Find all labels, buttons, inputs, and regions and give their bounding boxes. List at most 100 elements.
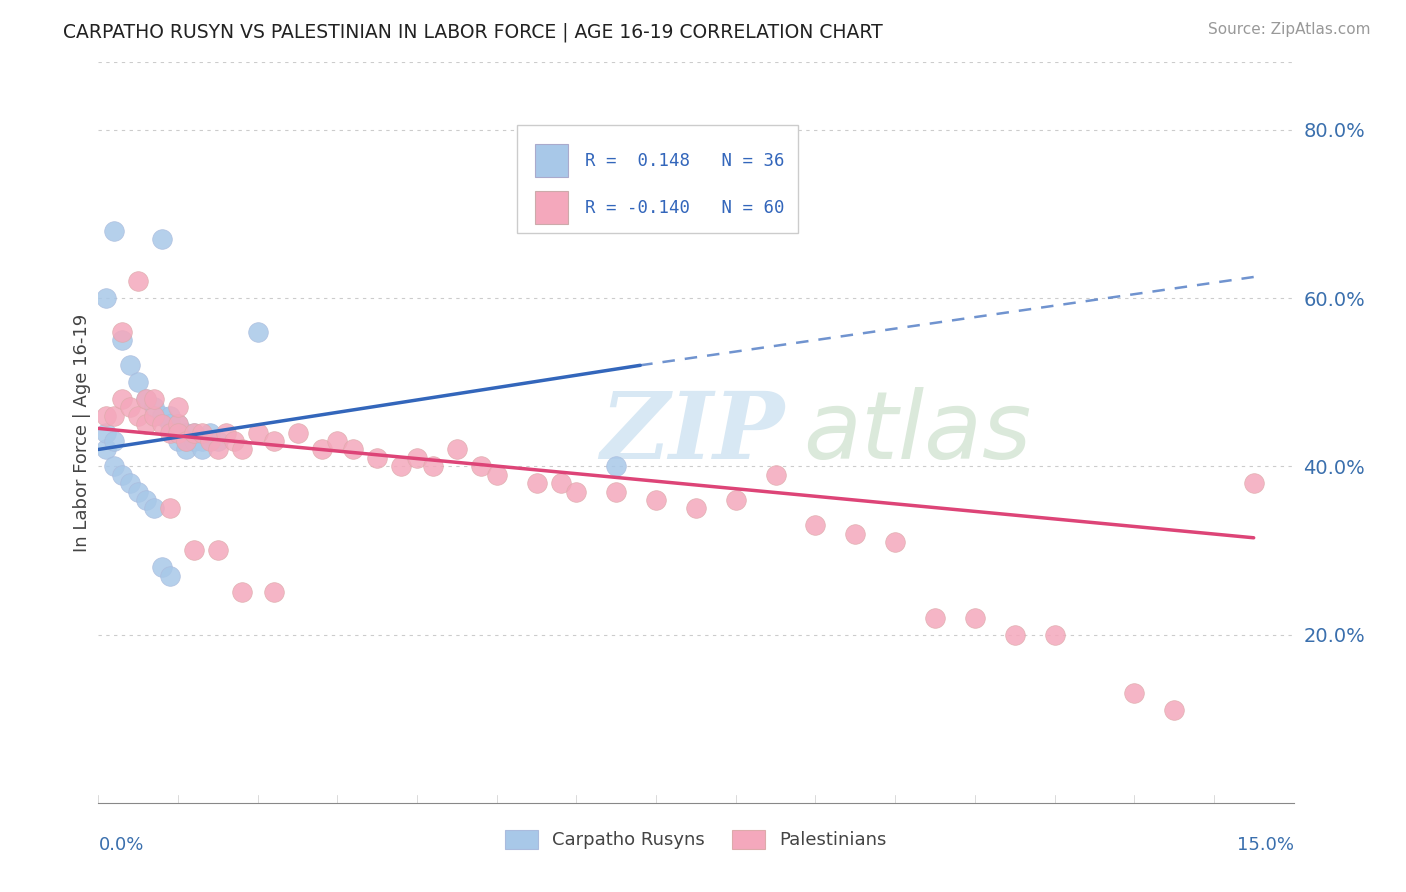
Point (326, 434, 349, 448)
Point (174, 442, 197, 457)
Text: ZIP: ZIP (600, 388, 785, 477)
Point (103, 434, 125, 448)
Point (724, 492, 747, 507)
Point (485, 467, 508, 482)
Point (159, 501, 181, 516)
Point (263, 434, 285, 448)
Point (111, 333, 134, 347)
Point (645, 492, 668, 507)
Point (135, 392, 157, 406)
Point (605, 459, 627, 474)
Point (605, 484, 627, 499)
Point (96, 442, 118, 457)
Text: CARPATHO RUSYN VS PALESTINIAN IN LABOR FORCE | AGE 16-19 CORRELATION CHART: CARPATHO RUSYN VS PALESTINIAN IN LABOR F… (63, 22, 883, 42)
Point (191, 442, 214, 457)
Point (406, 450, 429, 465)
Point (174, 434, 197, 448)
Legend: Carpatho Rusyns, Palestinians: Carpatho Rusyns, Palestinians (498, 823, 894, 856)
Point (111, 467, 134, 482)
Point (1243, 476, 1265, 491)
FancyBboxPatch shape (534, 145, 568, 178)
Point (183, 543, 205, 558)
Point (103, 459, 125, 474)
Point (111, 325, 134, 339)
Point (550, 476, 572, 491)
Point (111, 392, 134, 406)
Point (231, 442, 253, 457)
Point (884, 535, 907, 549)
Point (263, 585, 285, 599)
Point (366, 450, 388, 465)
Point (215, 425, 238, 440)
Point (342, 442, 364, 457)
Point (167, 401, 190, 415)
Point (207, 434, 229, 448)
Point (120, 401, 142, 415)
Point (135, 392, 157, 406)
Point (127, 484, 149, 499)
Point (150, 409, 173, 423)
Point (198, 434, 221, 448)
Point (150, 232, 173, 246)
Point (127, 375, 149, 389)
Point (191, 434, 214, 448)
Point (174, 425, 197, 440)
Point (183, 425, 205, 440)
Point (246, 325, 269, 339)
Text: R =  0.148   N = 36: R = 0.148 N = 36 (585, 153, 785, 170)
Point (231, 585, 253, 599)
Point (143, 392, 166, 406)
Point (222, 434, 245, 448)
Point (159, 409, 181, 423)
Text: atlas: atlas (804, 387, 1032, 478)
Point (96, 291, 118, 305)
Point (207, 442, 229, 457)
Point (159, 425, 181, 440)
Point (167, 434, 190, 448)
Point (96, 409, 118, 423)
Point (1163, 703, 1185, 717)
Point (526, 476, 548, 491)
Point (120, 359, 142, 373)
Text: 15.0%: 15.0% (1236, 836, 1294, 855)
Point (103, 409, 125, 423)
FancyBboxPatch shape (534, 191, 568, 225)
Point (127, 409, 149, 423)
Point (765, 467, 787, 482)
Point (143, 401, 166, 415)
Point (287, 425, 309, 440)
Point (150, 417, 173, 432)
FancyBboxPatch shape (517, 126, 797, 233)
Point (311, 442, 333, 457)
Point (174, 434, 197, 448)
Point (389, 459, 412, 474)
Point (167, 417, 190, 432)
Text: Source: ZipAtlas.com: Source: ZipAtlas.com (1208, 22, 1371, 37)
Point (143, 501, 166, 516)
Point (159, 417, 181, 432)
Point (1043, 627, 1066, 641)
Point (120, 476, 142, 491)
Point (963, 610, 986, 624)
Point (143, 409, 166, 423)
Text: 0.0%: 0.0% (98, 836, 143, 855)
Point (685, 501, 707, 516)
Point (127, 274, 149, 288)
Point (207, 543, 229, 558)
Point (167, 425, 190, 440)
Point (1123, 686, 1146, 700)
Point (1004, 627, 1026, 641)
Point (183, 434, 205, 448)
Text: R = -0.140   N = 60: R = -0.140 N = 60 (585, 199, 785, 217)
Point (183, 425, 205, 440)
Point (446, 442, 468, 457)
Point (135, 417, 157, 432)
Y-axis label: In Labor Force | Age 16-19: In Labor Force | Age 16-19 (73, 313, 91, 552)
Point (191, 425, 214, 440)
Point (167, 417, 190, 432)
Point (844, 526, 866, 541)
Point (150, 560, 173, 574)
Point (103, 224, 125, 238)
Point (422, 459, 444, 474)
Point (924, 610, 946, 624)
